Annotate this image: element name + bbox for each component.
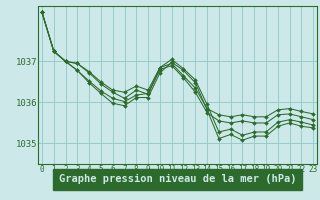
X-axis label: Graphe pression niveau de la mer (hPa): Graphe pression niveau de la mer (hPa) <box>59 174 296 184</box>
